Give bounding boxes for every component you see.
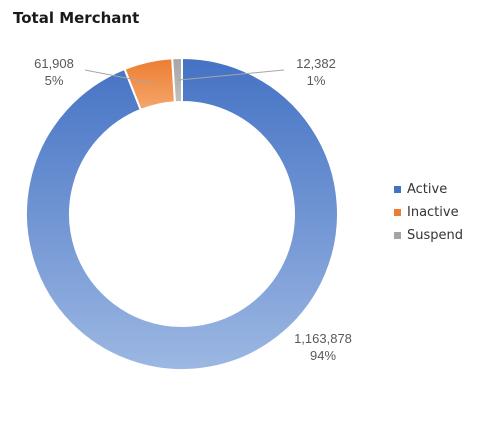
legend-label-inactive: Inactive bbox=[407, 205, 459, 220]
legend-swatch-active bbox=[394, 186, 401, 193]
data-label-value-suspend: 12,382 bbox=[296, 56, 336, 71]
legend-label-active: Active bbox=[407, 182, 448, 197]
donut-slice-suspend bbox=[171, 56, 183, 104]
leader-line-suspend bbox=[177, 69, 285, 81]
legend-item-active: Active bbox=[394, 178, 463, 201]
legend-item-suspend: Suspend bbox=[394, 224, 463, 247]
donut-slice-active bbox=[25, 56, 339, 371]
data-label-value-active: 1,163,878 bbox=[294, 331, 352, 346]
data-label-value-inactive: 61,908 bbox=[34, 56, 74, 71]
legend-label-suspend: Suspend bbox=[407, 228, 464, 243]
data-label-percent-active: 94% bbox=[310, 348, 336, 363]
legend-swatch-suspend bbox=[394, 232, 401, 239]
legend-item-inactive: Inactive bbox=[394, 201, 463, 224]
leader-line-inactive bbox=[84, 69, 153, 84]
legend-swatch-inactive bbox=[394, 209, 401, 216]
chart-legend: Active Inactive Suspend bbox=[394, 178, 463, 247]
data-label-percent-suspend: 1% bbox=[307, 73, 326, 88]
chart-title: Total Merchant bbox=[13, 9, 140, 27]
data-label-percent-inactive: 5% bbox=[45, 73, 64, 88]
